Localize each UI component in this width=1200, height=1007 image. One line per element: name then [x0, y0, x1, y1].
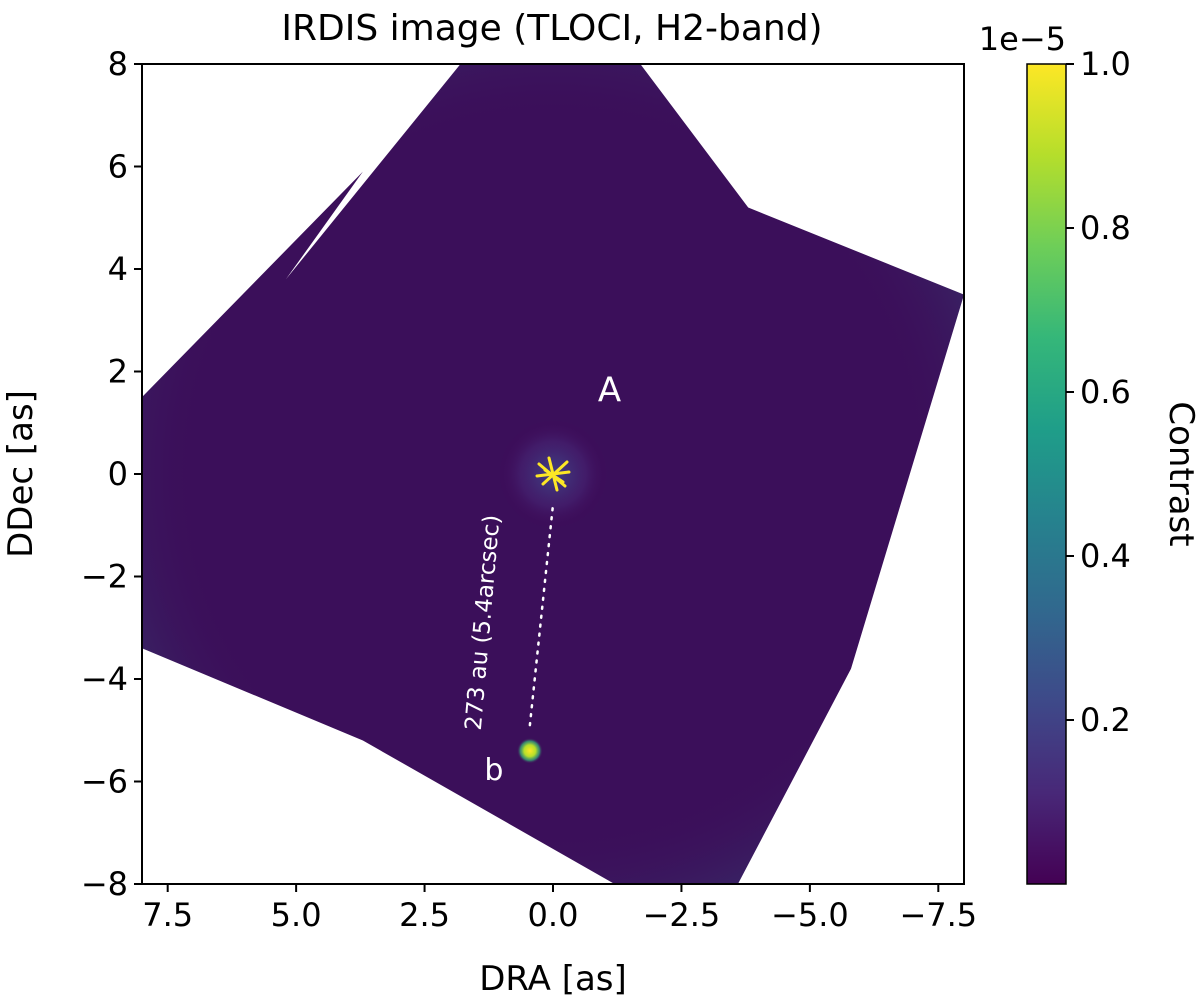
y-axis-ticks: 8 6 4 2 0 −2 −4 −6 −8 — [81, 45, 142, 903]
x-tick-label: −7.5 — [899, 896, 977, 934]
chart-figure: IRDIS image (TLOCI, H2-band) A b 273 au … — [0, 0, 1200, 1007]
source-label-a: A — [598, 371, 621, 411]
x-tick-label: −5.0 — [771, 896, 849, 934]
colorbar-tick-label: 0.8 — [1080, 209, 1131, 247]
colorbar — [1027, 64, 1066, 884]
source-label-b: b — [484, 753, 503, 788]
x-tick-label: 2.5 — [399, 896, 450, 934]
colorbar-scale-label: 1e−5 — [979, 20, 1066, 58]
colorbar-tick-label: 0.2 — [1080, 701, 1131, 739]
x-tick-label: 7.5 — [142, 896, 193, 934]
y-axis-label: DDec [as] — [1, 390, 41, 558]
y-tick-label: 4 — [108, 250, 128, 288]
y-tick-label: −8 — [81, 865, 128, 903]
colorbar-tick-label: 1.0 — [1080, 45, 1131, 83]
y-tick-label: −6 — [81, 763, 128, 801]
x-axis-label: DRA [as] — [479, 959, 627, 999]
plot-area: A b 273 au (5.4arcsec) — [142, 64, 964, 884]
y-tick-label: −2 — [81, 558, 128, 596]
chart-title: IRDIS image (TLOCI, H2-band) — [281, 8, 822, 49]
y-tick-label: −4 — [81, 660, 128, 698]
colorbar-ticks: 1.0 0.8 0.6 0.4 0.2 — [1066, 45, 1131, 739]
y-tick-label: 0 — [108, 455, 128, 493]
y-tick-label: 8 — [108, 45, 128, 83]
y-tick-label: 6 — [108, 148, 128, 186]
x-tick-label: −2.5 — [643, 896, 721, 934]
x-axis-ticks: 7.5 5.0 2.5 0.0 −2.5 −5.0 −7.5 — [142, 884, 977, 934]
x-tick-label: 5.0 — [271, 896, 322, 934]
companion-b-point — [517, 738, 543, 764]
colorbar-label: Contrast — [1161, 401, 1200, 546]
colorbar-tick-label: 0.4 — [1080, 537, 1131, 575]
colorbar-tick-label: 0.6 — [1080, 373, 1131, 411]
y-tick-label: 2 — [108, 353, 128, 391]
x-tick-label: 0.0 — [528, 896, 579, 934]
